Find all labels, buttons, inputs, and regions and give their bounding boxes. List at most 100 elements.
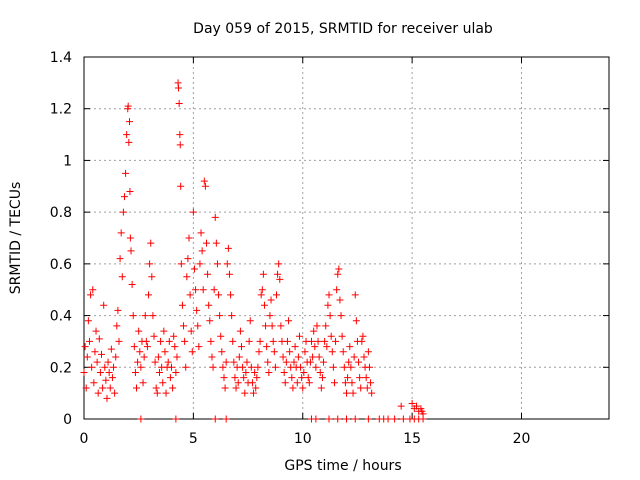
data-point bbox=[135, 327, 143, 335]
data-point bbox=[127, 247, 135, 255]
data-point bbox=[360, 353, 368, 361]
data-point bbox=[247, 363, 255, 371]
data-point bbox=[185, 234, 193, 242]
data-point bbox=[329, 363, 337, 371]
data-point bbox=[91, 348, 99, 356]
data-point bbox=[190, 265, 198, 273]
data-point bbox=[364, 415, 372, 423]
data-point bbox=[365, 363, 373, 371]
data-point bbox=[290, 358, 298, 366]
data-point bbox=[368, 389, 376, 397]
data-point bbox=[294, 353, 302, 361]
data-point bbox=[338, 332, 346, 340]
data-point bbox=[312, 415, 320, 423]
data-point bbox=[313, 322, 321, 330]
y-tick-label: 1 bbox=[63, 153, 72, 169]
data-point bbox=[205, 301, 213, 309]
data-point bbox=[104, 358, 112, 366]
data-point bbox=[248, 379, 256, 387]
data-point bbox=[225, 270, 233, 278]
data-point bbox=[115, 337, 123, 345]
data-point bbox=[384, 415, 392, 423]
data-point bbox=[133, 384, 140, 392]
data-point bbox=[245, 337, 253, 345]
data-point bbox=[197, 229, 205, 237]
data-point bbox=[175, 100, 183, 108]
data-point bbox=[100, 301, 108, 309]
x-axis-ticks: 0 5 10 15 20 bbox=[80, 57, 530, 447]
data-point bbox=[192, 286, 200, 294]
data-point bbox=[326, 312, 334, 320]
data-point bbox=[246, 317, 254, 325]
data-point bbox=[152, 384, 160, 392]
data-point bbox=[81, 343, 89, 351]
data-point bbox=[218, 348, 226, 356]
data-point bbox=[333, 286, 341, 294]
data-point bbox=[291, 343, 299, 351]
data-point bbox=[187, 327, 195, 335]
data-point bbox=[137, 415, 145, 423]
data-point bbox=[229, 337, 237, 345]
grid bbox=[84, 57, 609, 419]
data-point bbox=[252, 384, 260, 392]
data-point bbox=[236, 327, 244, 335]
data-point bbox=[181, 337, 189, 345]
data-point bbox=[251, 368, 259, 376]
data-point bbox=[344, 374, 352, 382]
data-point bbox=[217, 332, 225, 340]
data-point bbox=[254, 363, 262, 371]
data-point bbox=[323, 343, 331, 351]
data-point bbox=[180, 322, 188, 330]
data-point bbox=[335, 265, 343, 273]
data-point bbox=[196, 260, 204, 268]
data-point bbox=[206, 317, 214, 325]
data-point bbox=[343, 415, 350, 423]
data-point bbox=[110, 363, 118, 371]
data-point bbox=[327, 332, 335, 340]
data-point bbox=[95, 335, 103, 343]
data-point bbox=[170, 332, 178, 340]
data-point bbox=[337, 312, 345, 320]
data-point bbox=[340, 363, 348, 371]
data-point bbox=[145, 291, 153, 299]
y-tick-label: 0.8 bbox=[50, 205, 72, 221]
data-point bbox=[334, 270, 342, 278]
data-point bbox=[315, 353, 323, 361]
data-point bbox=[93, 358, 101, 366]
data-point bbox=[311, 343, 319, 351]
data-point bbox=[216, 312, 224, 320]
data-point bbox=[215, 291, 223, 299]
y-axis-label: SRMTID / TECUs bbox=[8, 182, 24, 295]
y-tick-label: 0.2 bbox=[50, 360, 72, 376]
data-point bbox=[177, 182, 185, 190]
data-point bbox=[140, 353, 148, 361]
data-point bbox=[364, 348, 372, 356]
data-point bbox=[94, 389, 102, 397]
data-point bbox=[146, 260, 154, 268]
data-series-srmtid bbox=[80, 79, 427, 423]
data-point bbox=[207, 337, 215, 345]
data-point bbox=[203, 239, 210, 247]
data-point bbox=[107, 345, 115, 353]
data-point bbox=[165, 337, 173, 345]
data-point bbox=[200, 177, 208, 185]
data-point bbox=[166, 374, 174, 382]
data-point bbox=[345, 358, 353, 366]
data-point bbox=[126, 234, 134, 242]
data-point bbox=[269, 337, 277, 345]
data-point bbox=[288, 374, 296, 382]
data-point bbox=[279, 353, 287, 361]
data-point bbox=[182, 363, 190, 371]
data-point bbox=[99, 384, 107, 392]
data-point bbox=[123, 131, 131, 139]
data-point bbox=[154, 353, 162, 361]
data-point bbox=[169, 384, 177, 392]
x-tick-label: 10 bbox=[294, 431, 312, 447]
data-point bbox=[114, 306, 122, 314]
data-point bbox=[111, 389, 119, 397]
data-point bbox=[297, 363, 305, 371]
data-point bbox=[159, 379, 167, 387]
data-point bbox=[264, 358, 272, 366]
